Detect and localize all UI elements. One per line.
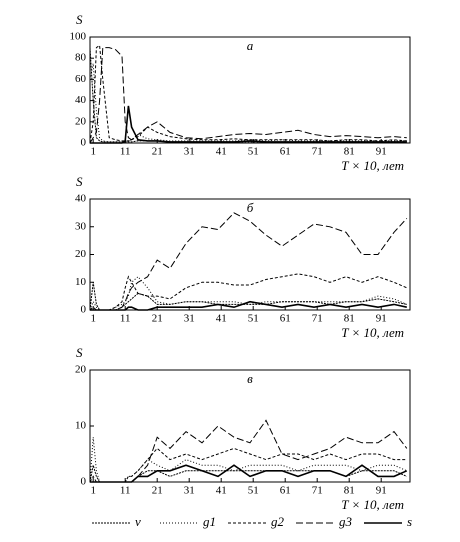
series-line: [89, 282, 407, 311]
x-tick-label: 61: [280, 485, 291, 497]
x-tick-label: 51: [248, 313, 259, 325]
x-tick-label: 91: [376, 485, 387, 497]
x-tick-label: 21: [152, 485, 163, 497]
x-tick-label: 91: [376, 146, 387, 158]
series-line: [89, 447, 407, 483]
series-line: [89, 47, 407, 143]
x-tick-label: 21: [152, 146, 163, 158]
plot-frame: [89, 36, 411, 144]
x-tick-label: 51: [248, 485, 259, 497]
legend-label: s: [407, 514, 412, 529]
x-tick-label: 71: [312, 485, 323, 497]
series-line: [89, 47, 407, 144]
series-line: [89, 437, 408, 483]
series-line: [89, 275, 407, 311]
x-tick-label: 41: [216, 313, 227, 325]
x-tick-label: 1: [90, 146, 96, 158]
x-tick-label: 11: [120, 313, 131, 325]
x-tick-label: 11: [120, 146, 131, 158]
x-tick-label: 81: [344, 313, 355, 325]
y-axis-label: S: [76, 174, 83, 189]
x-tick-label: 71: [312, 313, 323, 325]
x-tick-label: 1: [90, 485, 96, 497]
y-tick-label: 20: [75, 115, 87, 127]
series-line: [90, 212, 408, 311]
y-tick-label: 10: [75, 276, 87, 288]
series-line: [89, 44, 407, 144]
x-tick-label: 31: [184, 146, 195, 158]
legend-label: g2: [271, 514, 285, 529]
y-tick-label: 80: [75, 52, 87, 64]
y-tick-label: 0: [81, 304, 87, 316]
x-tick-label: 41: [216, 146, 227, 158]
series-line: [90, 105, 407, 144]
legend-label: g1: [203, 514, 216, 529]
x-tick-label: 41: [216, 485, 227, 497]
x-axis-label: T × 10, лет: [341, 325, 404, 340]
y-tick-label: 30: [75, 220, 87, 232]
x-tick-label: 31: [184, 313, 195, 325]
x-tick-label: 11: [120, 485, 131, 497]
y-tick-label: 100: [70, 31, 87, 43]
x-tick-label: 61: [280, 146, 291, 158]
panel-label: а: [247, 38, 254, 53]
series-line: [90, 300, 407, 311]
y-axis-label: S: [76, 12, 83, 27]
x-tick-label: 21: [152, 313, 163, 325]
series-line: [90, 464, 408, 483]
x-axis-label: T × 10, лет: [341, 497, 404, 512]
x-tick-label: 81: [344, 485, 355, 497]
y-tick-label: 20: [75, 248, 87, 260]
x-axis-label: T × 10, лет: [341, 158, 404, 173]
y-tick-label: 20: [75, 364, 87, 376]
y-axis-label: S: [76, 345, 83, 360]
x-tick-label: 81: [344, 146, 355, 158]
series-line: [89, 63, 407, 143]
x-tick-label: 31: [184, 485, 195, 497]
y-tick-label: 0: [81, 476, 87, 488]
y-tick-label: 40: [75, 94, 87, 106]
panel-label: б: [247, 200, 254, 215]
panel-label: в: [247, 371, 253, 386]
series-line: [90, 419, 408, 483]
x-tick-label: 71: [312, 146, 323, 158]
y-tick-label: 0: [81, 137, 87, 149]
x-tick-label: 61: [280, 313, 291, 325]
y-tick-label: 10: [75, 420, 87, 432]
x-tick-label: 51: [248, 146, 259, 158]
legend-label: g3: [339, 514, 353, 529]
y-tick-label: 40: [75, 193, 87, 205]
legend-label: v: [135, 514, 141, 529]
x-tick-label: 91: [376, 313, 387, 325]
y-tick-label: 60: [75, 73, 87, 85]
x-tick-label: 1: [90, 313, 96, 325]
